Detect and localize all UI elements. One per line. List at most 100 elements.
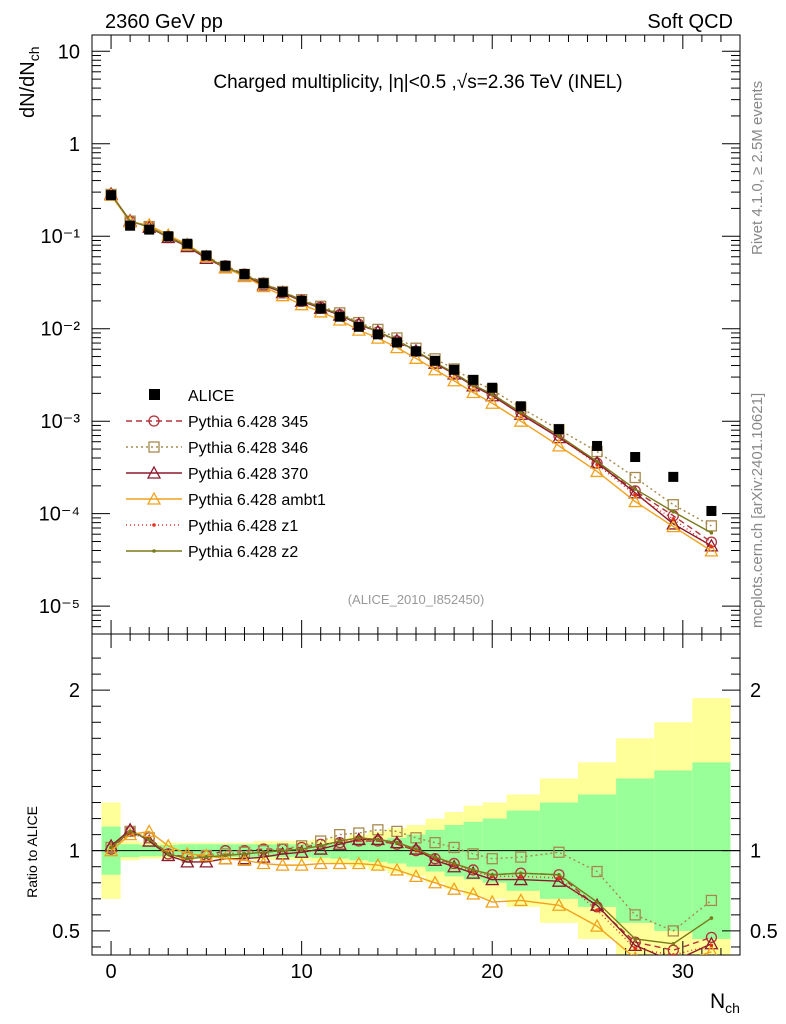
ratio-point [103, 843, 119, 857]
ratio-tick-label: 2 [750, 680, 761, 702]
series-point [709, 544, 714, 549]
alice-point [411, 346, 421, 357]
ratio-point [595, 908, 599, 912]
ratio-point [551, 897, 567, 911]
ratio-point [705, 931, 718, 943]
header-left: 2360 GeV pp [105, 11, 223, 33]
y-tick-label: 10⁻⁵ [39, 596, 80, 618]
series-point [485, 388, 500, 402]
ratio-point [448, 841, 460, 854]
ratio-point [513, 893, 528, 907]
alice-point [668, 471, 679, 482]
alice-point [144, 224, 155, 235]
legend-marker [149, 389, 160, 400]
legend-item-2: Pythia 6.428 346 [126, 440, 308, 457]
ratio-point [490, 872, 495, 877]
alice-point [220, 260, 231, 271]
alice-point [334, 311, 345, 322]
series-point [589, 464, 605, 478]
series-point [557, 433, 561, 438]
ratio-point [372, 824, 384, 836]
ratio-point [466, 865, 481, 879]
side-text-mcplots: mcplots.cern.ch [arXiv:2401.10621] [749, 393, 766, 628]
ratio-point [414, 847, 418, 851]
series-point [595, 459, 599, 464]
y-axis-label: dN/dNch [17, 47, 42, 119]
ratio-point [294, 844, 309, 858]
alice-point [592, 440, 603, 451]
ratio-tick-label: 1 [69, 841, 80, 863]
ratio-point [557, 872, 561, 877]
series-line [110, 193, 712, 527]
legend-item-0: ALICE [149, 388, 234, 405]
series-point [490, 392, 495, 397]
ratio-point [147, 837, 151, 842]
legend-marker [146, 491, 162, 505]
ratio-point [337, 839, 342, 843]
ratio-point [257, 845, 270, 857]
series-point [705, 520, 718, 532]
ratio-point [294, 857, 309, 871]
ratio-point [161, 838, 176, 852]
legend-marker [148, 441, 160, 453]
alice-point [553, 424, 564, 435]
alice-point [706, 505, 717, 516]
ratio-point [667, 925, 679, 937]
legend-marker [152, 549, 156, 553]
alice-data [106, 190, 717, 516]
ratio-point [199, 854, 214, 868]
series-point [447, 373, 462, 387]
legend-item-3: Pythia 6.428 370 [126, 465, 308, 483]
ratio-point [471, 868, 475, 872]
ratio-tick-label: 2 [69, 680, 80, 702]
ratio-point [142, 824, 157, 838]
series-point [519, 410, 523, 415]
ratio-point [519, 874, 523, 879]
ratio-point [709, 943, 714, 948]
ratio-point [589, 918, 605, 932]
alice-point [125, 220, 136, 231]
chart-title: Charged multiplicity, |η|<0.5 ,√s=2.36 T… [213, 72, 622, 93]
legend-label: Pythia 6.428 z2 [188, 544, 298, 561]
ratio-point [275, 857, 290, 871]
ratio-point [595, 900, 599, 904]
series-point [666, 519, 681, 533]
alice-point [372, 329, 383, 340]
ratio-tick-label: 1 [750, 841, 761, 863]
ratio-line [110, 830, 712, 955]
header-right: Soft QCD [647, 11, 733, 33]
ratio-point [372, 835, 384, 847]
ratio-point [448, 857, 460, 870]
legend-marker [152, 523, 156, 527]
legend-marker [148, 415, 160, 427]
ratio-point [515, 851, 527, 863]
series-point [633, 487, 637, 491]
x-tick-label: 20 [481, 961, 503, 983]
ratio-point [551, 873, 567, 887]
ratio-point [427, 852, 443, 866]
series-point [671, 517, 676, 521]
series-point [595, 462, 599, 467]
ratio-point [242, 852, 247, 856]
legend-item-5: Pythia 6.428 z1 [126, 518, 298, 535]
ratio-point [332, 836, 347, 850]
series-point [427, 362, 443, 376]
ratio-point [485, 872, 500, 886]
ratio-point [671, 953, 676, 955]
alice-point [201, 250, 212, 261]
ratio-point [180, 854, 195, 868]
side-text-rivet: Rivet 4.1.0, ≥ 2.5M events [749, 81, 766, 255]
ratio-point [591, 865, 603, 878]
series-point [629, 471, 641, 484]
alice-point [487, 382, 498, 393]
x-tick-label: 10 [291, 961, 313, 983]
ratio-point [519, 871, 523, 875]
legend-label: Pythia 6.428 346 [188, 440, 308, 457]
ratio-point [429, 837, 441, 849]
ratio-series-1 [105, 824, 718, 937]
legend-label: ALICE [188, 388, 234, 405]
alice-point [468, 374, 479, 385]
ratio-point [318, 844, 323, 848]
series-point [671, 509, 676, 514]
ratio-point [351, 856, 366, 870]
